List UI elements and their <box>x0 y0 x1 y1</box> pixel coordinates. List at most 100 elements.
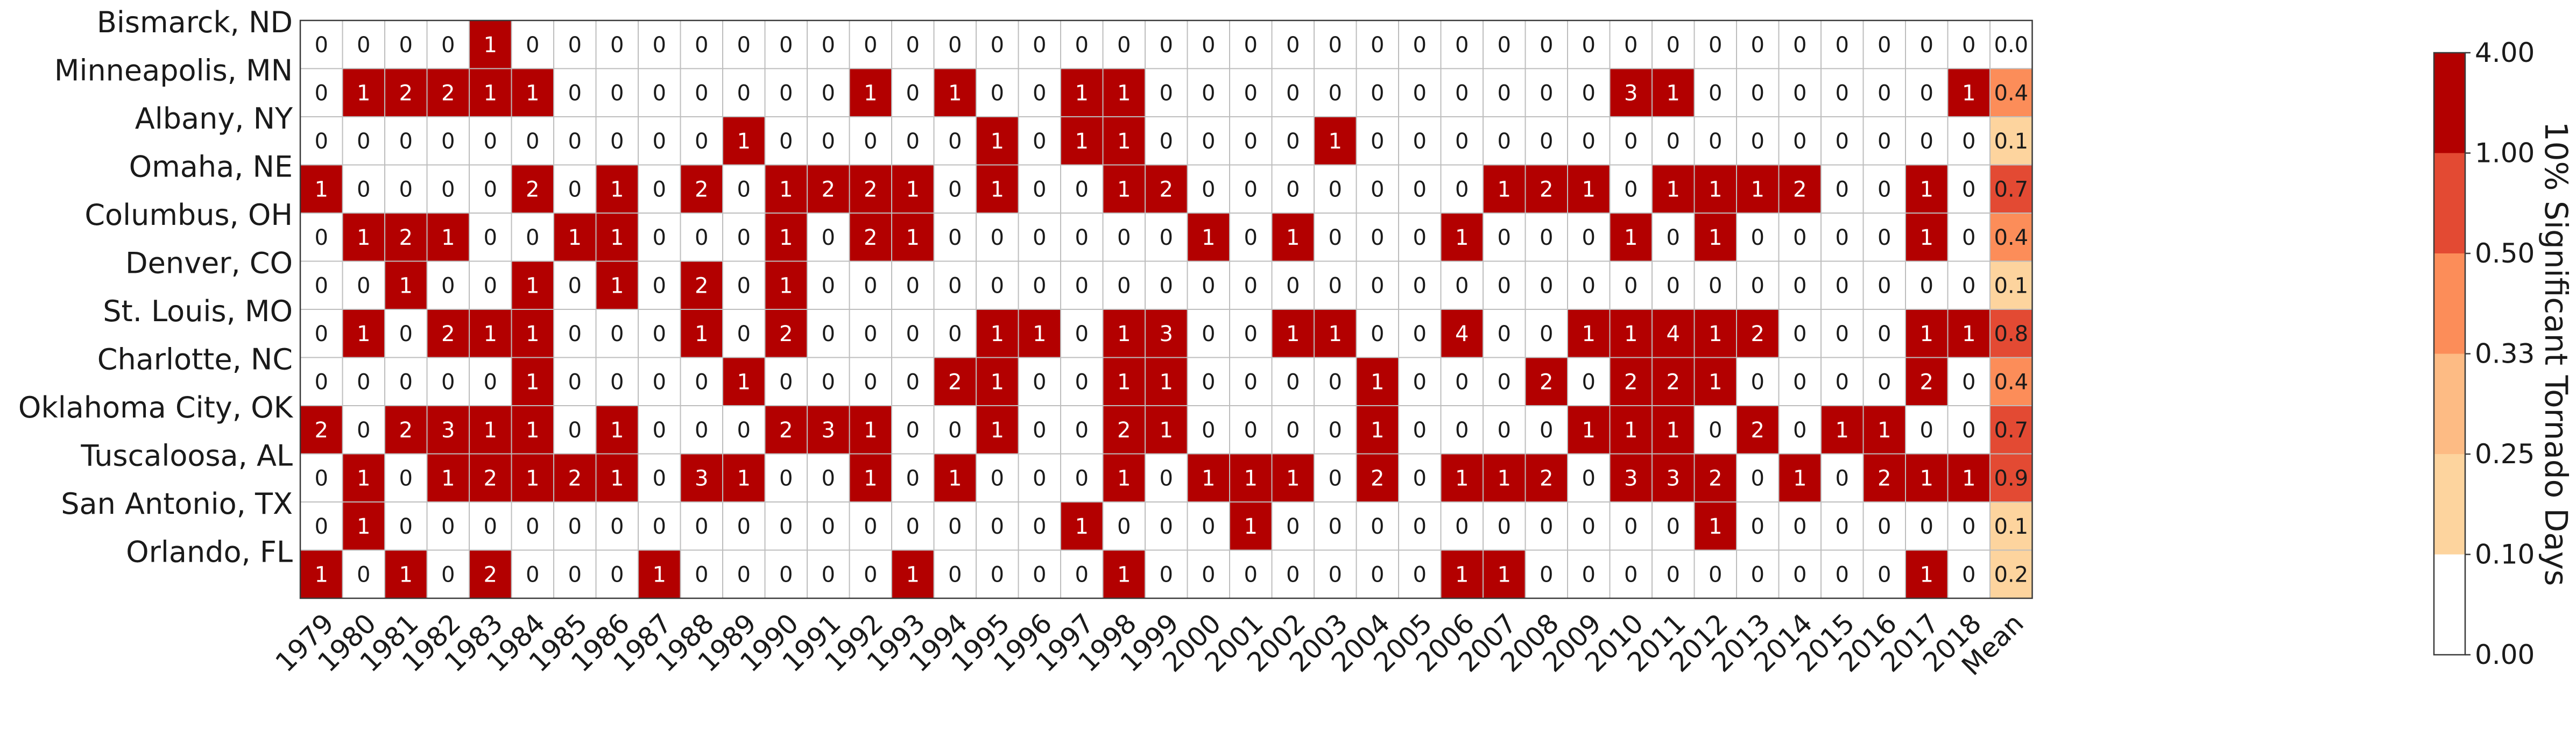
heatmap-cell <box>934 68 976 117</box>
cell-value: 0 <box>906 129 920 154</box>
plot-frame <box>299 19 2033 599</box>
heatmap-cell <box>342 406 385 454</box>
cell-value: 1 <box>1709 322 1722 346</box>
heatmap-cell <box>1187 454 1230 502</box>
heatmap-cell <box>1737 550 1779 598</box>
heatmap-cell <box>1610 454 1652 502</box>
heatmap-cell <box>1018 309 1061 358</box>
cell-value: 0 <box>1498 81 1511 105</box>
cell-value: 0 <box>441 562 455 587</box>
colorbar-segment <box>2434 554 2465 655</box>
heatmap-cell <box>1483 20 1526 69</box>
heatmap-cell <box>765 454 807 502</box>
heatmap-cell <box>1821 117 1864 165</box>
cell-value: 0 <box>1371 273 1384 298</box>
heatmap-cell <box>1947 406 1990 454</box>
heatmap-cell <box>1737 68 1779 117</box>
heatmap-cell <box>1905 357 1948 406</box>
heatmap-cell <box>1187 309 1230 358</box>
heatmap-cell <box>680 406 723 454</box>
cell-value: 0 <box>1286 370 1300 394</box>
heatmap-cell <box>1652 550 1695 598</box>
heatmap-cell <box>765 117 807 165</box>
heatmap-cell <box>469 454 512 502</box>
cell-value: 1 <box>991 370 1004 394</box>
cell-value: 0 <box>1413 466 1427 491</box>
cell-value: 1 <box>1709 177 1722 202</box>
cell-value: 2 <box>1751 322 1765 346</box>
cell-value: 0 <box>1033 129 1046 154</box>
cell-value: 0 <box>1413 177 1427 202</box>
heatmap-cell <box>1399 357 1441 406</box>
cell-value: 0 <box>315 466 328 491</box>
heatmap-cell <box>1694 309 1737 358</box>
cell-value: 0 <box>1962 129 1975 154</box>
cell-value: 0 <box>1582 514 1596 539</box>
cell-value: 0 <box>526 514 539 539</box>
mean-value: 0.4 <box>1994 81 2028 105</box>
heatmap-cell <box>1441 502 1483 550</box>
cell-value: 0 <box>737 33 751 58</box>
cell-value: 0 <box>1244 225 1258 250</box>
mean-cell <box>1990 454 2032 502</box>
cell-value: 0 <box>1878 33 1891 58</box>
heatmap-cell <box>1230 213 1272 261</box>
heatmap-cell <box>469 117 512 165</box>
heatmap-cell <box>385 68 427 117</box>
cell-value: 0 <box>610 33 624 58</box>
heatmap-cell <box>1694 357 1737 406</box>
cell-value: 0 <box>1540 129 1553 154</box>
heatmap-cell <box>765 550 807 598</box>
heatmap-cell <box>1821 68 1864 117</box>
heatmap-cell <box>300 213 343 261</box>
heatmap-cell <box>1356 502 1399 550</box>
cell-value: 0 <box>864 33 877 58</box>
cell-value: 1 <box>906 177 920 202</box>
heatmap-cell <box>723 213 765 261</box>
cell-value: 0 <box>737 514 751 539</box>
heatmap-cell <box>934 117 976 165</box>
heatmap-cell <box>1018 213 1061 261</box>
cell-value: 0 <box>568 370 582 394</box>
heatmap-cell <box>1947 502 1990 550</box>
heatmap-cell <box>554 20 596 69</box>
heatmap-cell <box>849 261 892 309</box>
heatmap-cell <box>1018 68 1061 117</box>
cell-value: 0 <box>948 129 962 154</box>
heatmap-cell <box>638 20 681 69</box>
heatmap-cell <box>1947 213 1990 261</box>
heatmap-cell <box>1061 20 1103 69</box>
heatmap-cell <box>892 165 934 213</box>
cell-value: 3 <box>1624 81 1638 105</box>
cell-value: 0 <box>1582 562 1596 587</box>
heatmap-cell <box>1652 68 1695 117</box>
cell-value: 0 <box>315 33 328 58</box>
heatmap-cell <box>1863 550 1905 598</box>
heatmap-cell <box>934 406 976 454</box>
cell-value: 0 <box>906 322 920 346</box>
heatmap-cell <box>554 309 596 358</box>
heatmap-cell <box>342 550 385 598</box>
heatmap-cell <box>554 550 596 598</box>
heatmap-cell <box>1483 261 1526 309</box>
heatmap-cell <box>1230 165 1272 213</box>
heatmap-cell <box>1145 357 1188 406</box>
cell-value: 0 <box>1371 562 1384 587</box>
cell-value: 0 <box>357 177 370 202</box>
heatmap-cell <box>300 117 343 165</box>
mean-cell <box>1990 502 2032 550</box>
cell-value: 0 <box>484 514 497 539</box>
heatmap-cell <box>1145 20 1188 69</box>
heatmap-cell <box>976 165 1019 213</box>
cell-value: 0 <box>906 81 920 105</box>
cell-value: 0 <box>1709 129 1722 154</box>
cell-value: 0 <box>1413 514 1427 539</box>
heatmap-cell <box>1230 550 1272 598</box>
cell-value: 0 <box>1329 81 1342 105</box>
cell-value: 0 <box>1709 562 1722 587</box>
cell-value: 0 <box>1455 81 1469 105</box>
cell-value: 0 <box>1793 514 1806 539</box>
heatmap-cell <box>638 261 681 309</box>
colorbar-segment <box>2434 53 2465 153</box>
cell-value: 0 <box>1836 562 1849 587</box>
